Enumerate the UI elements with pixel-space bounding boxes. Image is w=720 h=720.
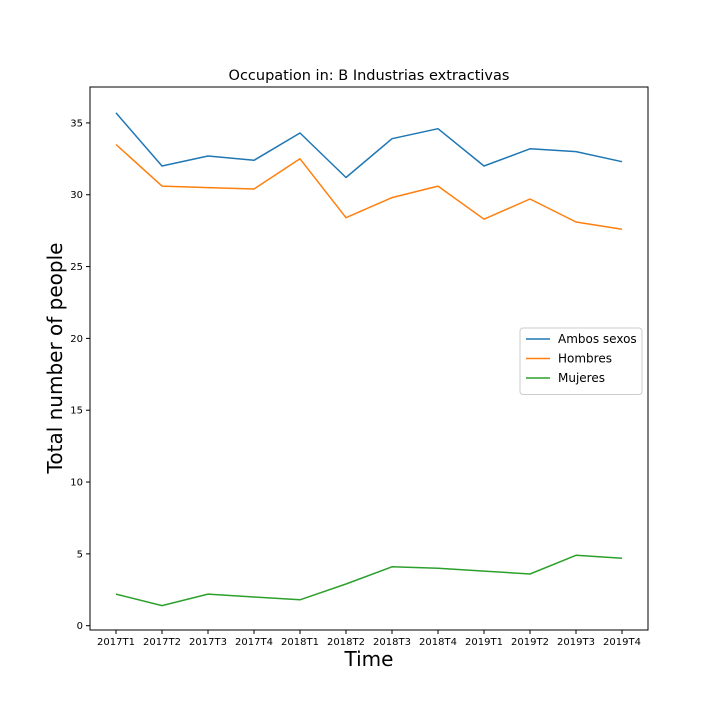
x-tick-label: 2019T1 [465, 637, 503, 648]
series-line-mujeres [115, 554, 623, 607]
plot-area: 0 5 10 15 20 25 30 35 2017T1 2017T2 2017T3 2017T4 20… [70, 86, 649, 648]
y-tick-label: 0 [77, 621, 83, 632]
y-tick-label: 35 [70, 118, 83, 129]
x-tick-label: 2017T4 [235, 637, 273, 648]
y-tick-label: 15 [70, 406, 83, 417]
x-tick-label: 2019T2 [511, 637, 549, 648]
y-tick-label: 25 [70, 262, 83, 273]
series-line-hombres [115, 143, 623, 230]
legend-box [519, 327, 643, 395]
legend-label: Mujeres [558, 371, 605, 385]
legend-label: Ambos sexos [558, 332, 637, 346]
x-tick-label: 2017T2 [143, 637, 181, 648]
x-tick-label: 2018T4 [419, 637, 457, 648]
y-tick-label: 20 [70, 334, 83, 345]
y-axis-label: Total number of people [43, 243, 67, 475]
x-tick-label: 2017T3 [189, 637, 227, 648]
y-tick-label: 10 [70, 478, 83, 489]
series-line-ambos-sexos [115, 112, 623, 179]
x-tick-label: 2017T1 [97, 637, 135, 648]
x-tick-label: 2019T4 [603, 637, 641, 648]
y-tick-label: 5 [77, 549, 83, 560]
x-tick-label: 2018T3 [373, 637, 411, 648]
y-tick-label: 30 [70, 190, 83, 201]
x-tick-label: 2019T3 [557, 637, 595, 648]
x-tick-label: 2018T2 [327, 637, 365, 648]
legend-label: Hombres [558, 352, 612, 366]
x-axis-label: Time [344, 647, 394, 671]
x-tick-label: 2018T1 [281, 637, 319, 648]
plot-frame [89, 86, 649, 631]
chart-title: Occupation in: B Industrias extractivas [229, 68, 510, 84]
legend: Ambos sexos Hombres Mujeres [519, 327, 643, 395]
